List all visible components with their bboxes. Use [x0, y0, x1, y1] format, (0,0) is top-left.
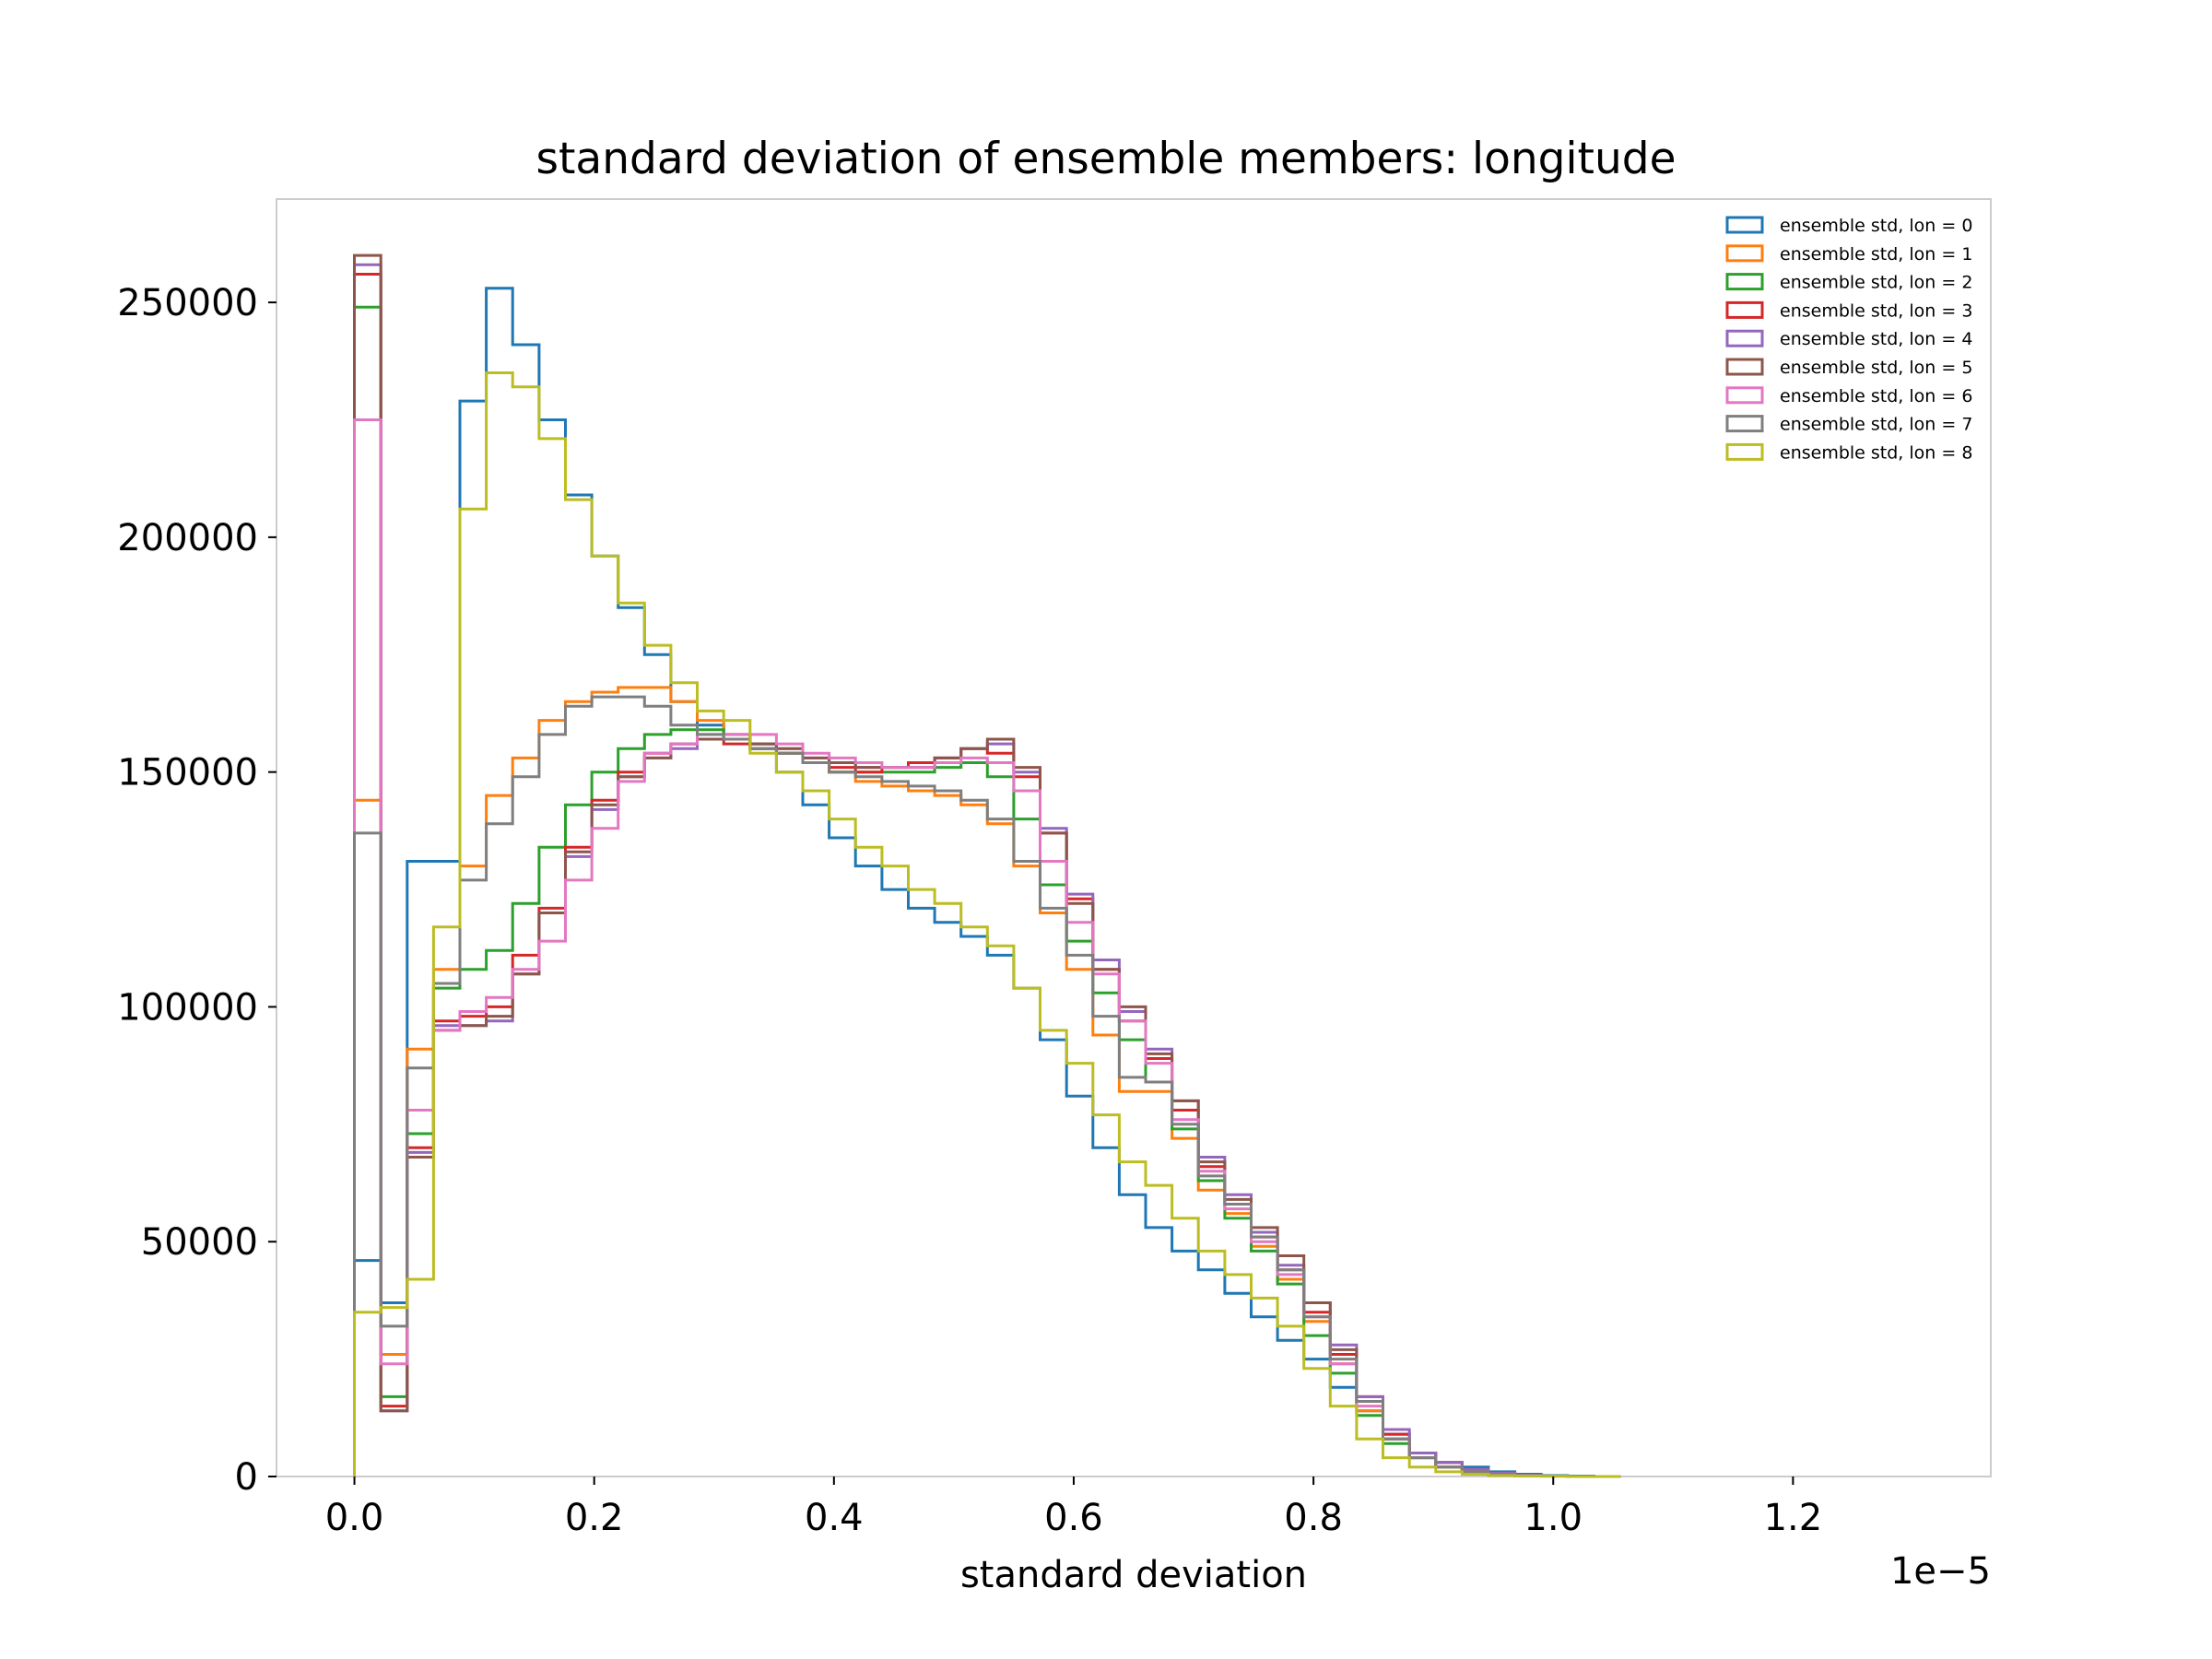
x-tick-label: 0.6 — [1044, 1497, 1103, 1539]
legend-swatch — [1725, 358, 1764, 376]
legend: ensemble std, lon = 0 ensemble std, lon =… — [1725, 216, 1972, 463]
x-tick-label: 0.4 — [805, 1497, 864, 1539]
x-tick-label: 0.0 — [325, 1497, 384, 1539]
chart-title: standard deviation of ensemble members: … — [536, 134, 1677, 184]
x-axis-label: standard deviation — [960, 1554, 1307, 1596]
y-tick-label: 100000 — [117, 986, 258, 1029]
legend-swatch — [1725, 300, 1764, 319]
y-tick-label: 200000 — [117, 517, 258, 559]
series-line-lon-2 — [353, 305, 1621, 1478]
series-line-lon-7 — [353, 695, 1621, 1478]
legend-swatch — [1725, 415, 1764, 433]
series-line-lon-8 — [353, 371, 1621, 1478]
y-axis: 0 50000 100000 150000 200000 250000 — [117, 282, 276, 1499]
legend-label: ensemble std, lon = 0 — [1780, 216, 1972, 236]
legend-swatch — [1725, 329, 1764, 347]
legend-label: ensemble std, lon = 6 — [1780, 386, 1972, 406]
x-tick-label: 0.8 — [1284, 1497, 1343, 1539]
plot-frame — [276, 198, 1992, 1477]
y-tick-label: 150000 — [117, 752, 258, 794]
x-axis-offset-label: 1e−5 — [1890, 1550, 1991, 1593]
y-tick-label: 0 — [235, 1456, 258, 1499]
legend-label: ensemble std, lon = 2 — [1780, 273, 1972, 293]
legend-label: ensemble std, lon = 5 — [1780, 358, 1972, 378]
x-tick-label: 1.0 — [1524, 1497, 1583, 1539]
legend-swatch — [1725, 442, 1764, 461]
legend-swatch — [1725, 244, 1764, 263]
x-tick-label: 1.2 — [1764, 1497, 1823, 1539]
series-layer — [353, 253, 1621, 1478]
legend-label: ensemble std, lon = 7 — [1780, 415, 1972, 435]
legend-swatch — [1725, 386, 1764, 405]
legend-label: ensemble std, lon = 8 — [1780, 442, 1972, 463]
y-tick-label: 50000 — [141, 1221, 258, 1264]
legend-swatch — [1725, 216, 1764, 234]
x-tick-label: 0.2 — [565, 1497, 624, 1539]
legend-label: ensemble std, lon = 3 — [1780, 300, 1972, 321]
legend-swatch — [1725, 273, 1764, 291]
legend-label: ensemble std, lon = 4 — [1780, 329, 1972, 349]
y-tick-label: 250000 — [117, 282, 258, 324]
x-axis: 0.0 0.2 0.4 0.6 0.8 1.0 1.2 — [325, 1477, 1822, 1539]
legend-label: ensemble std, lon = 1 — [1780, 244, 1972, 265]
